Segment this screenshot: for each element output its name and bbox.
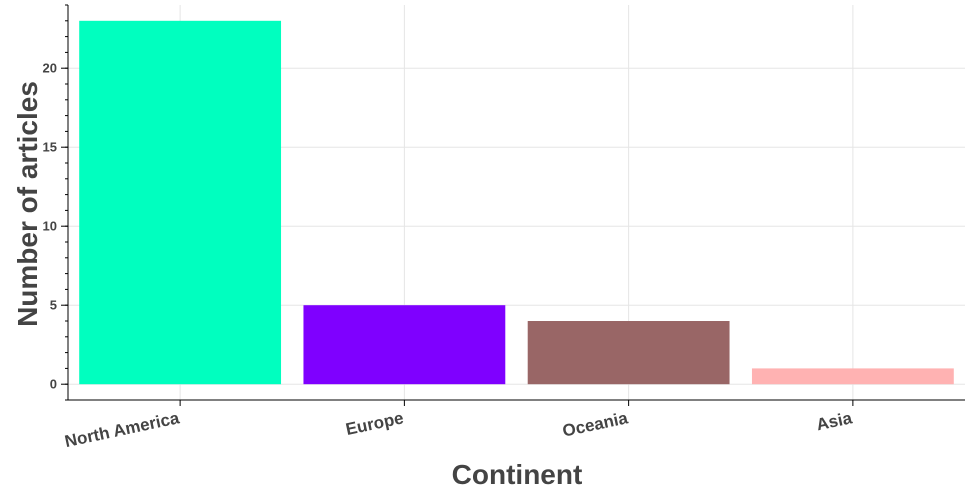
y-tick-label: 20 (43, 61, 57, 76)
x-axis-title: Continent (452, 459, 583, 490)
axes (61, 4, 965, 406)
y-tick-label: 15 (43, 140, 57, 155)
x-tick-label: Asia (815, 408, 855, 434)
bar-asia (751, 368, 954, 385)
y-axis-title: Number of articles (12, 81, 43, 327)
x-tick-label: Europe (344, 408, 405, 439)
y-tick-label: 0 (50, 377, 57, 392)
x-tick-label: North America (63, 408, 181, 451)
bar-oceania (527, 321, 730, 385)
bars (79, 20, 954, 385)
x-tick-label: Oceania (561, 408, 630, 440)
y-tick-label: 10 (43, 219, 57, 234)
bar-north-america (79, 20, 282, 385)
y-tick-label: 5 (50, 298, 57, 313)
bar-europe (303, 305, 506, 385)
